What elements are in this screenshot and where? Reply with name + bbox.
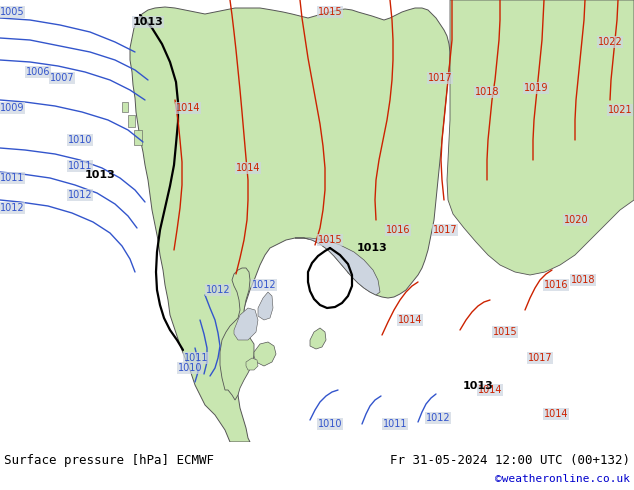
Text: 1017: 1017 (428, 73, 452, 83)
Text: 1013: 1013 (356, 243, 387, 253)
Polygon shape (348, 265, 360, 276)
Text: 1012: 1012 (0, 203, 24, 213)
Text: ©weatheronline.co.uk: ©weatheronline.co.uk (495, 474, 630, 484)
Text: 1011: 1011 (383, 419, 407, 429)
Text: 1015: 1015 (493, 327, 517, 337)
Text: 1011: 1011 (0, 173, 24, 183)
Text: 1014: 1014 (398, 315, 422, 325)
Text: 1012: 1012 (252, 280, 276, 290)
Text: 1012: 1012 (425, 413, 450, 423)
Text: 1006: 1006 (26, 67, 50, 77)
Polygon shape (128, 115, 135, 127)
Polygon shape (540, 40, 565, 60)
Polygon shape (295, 238, 380, 295)
Polygon shape (134, 130, 142, 145)
Text: Fr 31-05-2024 12:00 UTC (00+132): Fr 31-05-2024 12:00 UTC (00+132) (390, 454, 630, 467)
Polygon shape (130, 7, 450, 442)
Text: 1012: 1012 (205, 285, 230, 295)
Text: 1007: 1007 (49, 73, 74, 83)
Polygon shape (310, 328, 326, 349)
Polygon shape (246, 358, 258, 370)
Text: 1009: 1009 (0, 103, 24, 113)
Text: 1013: 1013 (84, 170, 115, 180)
Text: 1011: 1011 (184, 353, 208, 363)
Text: 1005: 1005 (0, 7, 24, 17)
Text: 1017: 1017 (432, 225, 457, 235)
Text: Surface pressure [hPa] ECMWF: Surface pressure [hPa] ECMWF (4, 454, 214, 467)
Text: 1013: 1013 (133, 17, 164, 27)
Text: 1018: 1018 (475, 87, 499, 97)
Polygon shape (220, 268, 254, 400)
Polygon shape (258, 292, 273, 320)
Text: 1018: 1018 (571, 275, 595, 285)
Text: 1015: 1015 (318, 235, 342, 245)
Text: 1016: 1016 (544, 280, 568, 290)
Text: 1010: 1010 (318, 419, 342, 429)
Text: 1016: 1016 (385, 225, 410, 235)
Polygon shape (254, 342, 276, 366)
Text: 1013: 1013 (463, 381, 493, 391)
Polygon shape (447, 0, 634, 275)
Polygon shape (234, 308, 258, 340)
Text: 1015: 1015 (318, 7, 342, 17)
Text: 1014: 1014 (236, 163, 260, 173)
Polygon shape (570, 55, 586, 70)
Text: 1014: 1014 (544, 409, 568, 419)
Text: 1020: 1020 (564, 215, 588, 225)
Polygon shape (122, 102, 128, 112)
Text: 1012: 1012 (68, 190, 93, 200)
Text: 1014: 1014 (478, 385, 502, 395)
Text: 1010: 1010 (68, 135, 93, 145)
Text: 1014: 1014 (176, 103, 200, 113)
Text: 1021: 1021 (607, 105, 632, 115)
Text: 1011: 1011 (68, 161, 93, 171)
Text: 1022: 1022 (598, 37, 623, 47)
Text: 1017: 1017 (527, 353, 552, 363)
Text: 1010: 1010 (178, 363, 202, 373)
Text: 1019: 1019 (524, 83, 548, 93)
